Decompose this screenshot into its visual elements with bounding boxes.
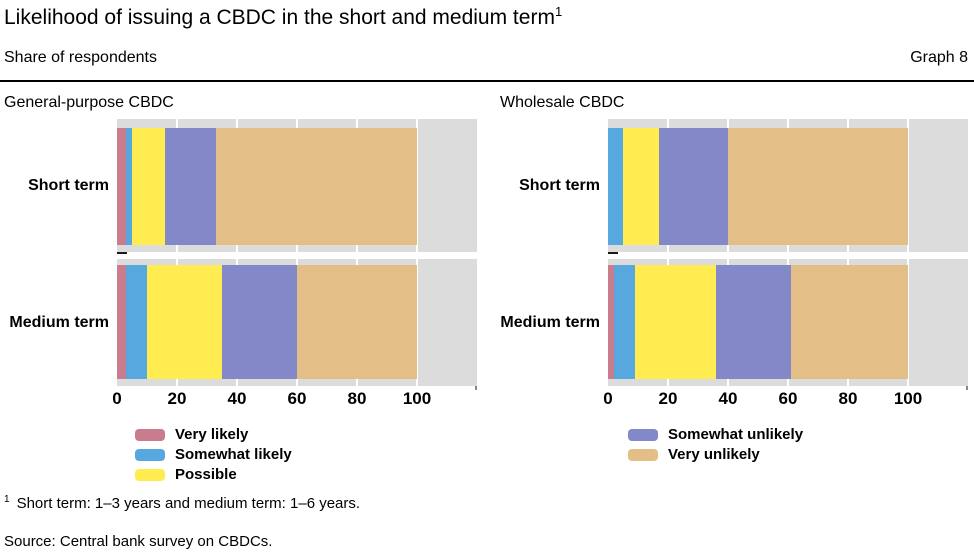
bar-segment-somewhat-unlikely	[165, 128, 216, 245]
category-label-medium-term: Medium term	[9, 314, 109, 331]
figure-title: Likelihood of issuing a CBDC in the shor…	[4, 4, 562, 30]
bar-segment-very-likely	[117, 128, 126, 245]
legend-label: Possible	[175, 466, 237, 483]
category-axis-tick	[117, 252, 127, 254]
bar-segment-possible	[623, 128, 659, 245]
x-tick-label: 100	[402, 389, 432, 408]
plot-area-short-term	[117, 119, 477, 252]
bar-segment-very-unlikely	[728, 128, 908, 245]
footnote-marker: 1	[4, 494, 10, 505]
chart-panel-general-purpose-cbdc: General-purpose CBDC Short term Medium ter…	[0, 92, 477, 422]
figure-title-footnote-marker: 1	[554, 4, 563, 19]
legend-swatch-very-likely	[135, 429, 165, 441]
legend-item-very-unlikely: Very unlikely	[628, 445, 803, 465]
footnote-text: Short term: 1–3 years and medium term: 1…	[16, 495, 361, 512]
graph-number-label: Graph 8	[910, 49, 968, 66]
figure-title-text: Likelihood of issuing a CBDC in the shor…	[4, 6, 555, 29]
legend-swatch-very-unlikely	[628, 449, 658, 461]
plot-area-medium-term	[117, 259, 477, 386]
bar-segment-very-likely	[117, 265, 126, 379]
legend-label: Very likely	[175, 426, 249, 443]
category-label-medium-term: Medium term	[500, 314, 600, 331]
bar-segment-very-unlikely	[791, 265, 908, 379]
x-tick-label: 0	[603, 389, 613, 408]
bar-segment-very-likely	[608, 265, 614, 379]
bar-segment-somewhat-likely	[126, 128, 132, 245]
legend-item-very-likely: Very likely	[135, 425, 292, 445]
bar-segment-somewhat-unlikely	[222, 265, 297, 379]
bar-segment-possible	[147, 265, 222, 379]
bar-segment-somewhat-likely	[126, 265, 147, 379]
bar-row	[117, 265, 417, 379]
gridline	[416, 259, 418, 386]
x-tick-label: 20	[658, 389, 678, 408]
category-label-short-term: Short term	[28, 177, 109, 194]
x-tick-label: 80	[347, 389, 367, 408]
legend-item-somewhat-likely: Somewhat likely	[135, 445, 292, 465]
gridline	[907, 119, 909, 252]
legend-item-somewhat-unlikely: Somewhat unlikely	[628, 425, 803, 445]
x-tick-label: 80	[838, 389, 858, 408]
x-tick-label: 60	[287, 389, 307, 408]
bar-segment-very-unlikely	[297, 265, 417, 379]
legend-swatch-somewhat-likely	[135, 449, 165, 461]
bar-segment-somewhat-unlikely	[716, 265, 791, 379]
panel-title: General-purpose CBDC	[4, 94, 174, 111]
legend-left: Very likely Somewhat likely Possible	[135, 425, 292, 485]
x-tick-label: 100	[893, 389, 923, 408]
plot-area-short-term	[608, 119, 968, 252]
x-tick-label: 40	[718, 389, 738, 408]
bar-row	[117, 128, 417, 245]
x-tick-label: 0	[112, 389, 122, 408]
plot-area-medium-term	[608, 259, 968, 386]
bar-row	[608, 128, 908, 245]
bar-segment-very-unlikely	[216, 128, 417, 245]
legend-label: Somewhat likely	[175, 446, 292, 463]
bar-segment-somewhat-unlikely	[659, 128, 728, 245]
panel-title: Wholesale CBDC	[500, 94, 625, 111]
source-line: Source: Central bank survey on CBDCs.	[4, 533, 273, 550]
axis-corner-tick	[475, 386, 477, 390]
legend-swatch-somewhat-unlikely	[628, 429, 658, 441]
figure-subtitle: Share of respondents	[4, 49, 157, 66]
legend-label: Somewhat unlikely	[668, 426, 804, 443]
legend-right: Somewhat unlikely Very unlikely	[628, 425, 803, 465]
bar-segment-somewhat-likely	[614, 265, 635, 379]
x-tick-label: 20	[167, 389, 187, 408]
bar-segment-possible	[635, 265, 716, 379]
bar-segment-somewhat-likely	[608, 128, 623, 245]
legend-item-possible: Possible	[135, 465, 292, 485]
gridline	[416, 119, 418, 252]
legend-label: Very unlikely	[668, 446, 760, 463]
legend-swatch-possible	[135, 469, 165, 481]
x-tick-label: 60	[778, 389, 798, 408]
chart-panel-wholesale-cbdc: Wholesale CBDC Short term Medium term 0 20 40…	[491, 92, 968, 422]
category-axis-tick	[608, 252, 618, 254]
header-rule	[0, 80, 974, 82]
axis-corner-tick	[966, 386, 968, 390]
x-tick-label: 40	[227, 389, 247, 408]
footnote: 1 Short term: 1–3 years and medium term: …	[4, 494, 360, 512]
gridline	[907, 259, 909, 386]
bar-row	[608, 265, 908, 379]
bar-segment-possible	[132, 128, 165, 245]
category-label-short-term: Short term	[519, 177, 600, 194]
